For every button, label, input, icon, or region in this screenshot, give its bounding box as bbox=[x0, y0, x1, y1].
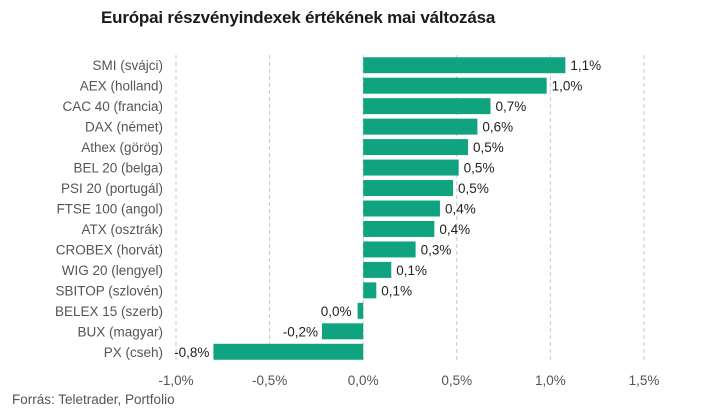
x-tick-label: -0,5% bbox=[252, 373, 287, 388]
bar bbox=[363, 98, 491, 115]
bar bbox=[363, 77, 547, 94]
bars bbox=[213, 57, 566, 360]
x-tick-label: 0,0% bbox=[348, 373, 379, 388]
category-label: DAX (német) bbox=[85, 120, 163, 135]
category-label: WIG 20 (lengyel) bbox=[62, 263, 163, 278]
value-label: -0,8% bbox=[174, 345, 209, 360]
category-label: PSI 20 (portugál) bbox=[61, 181, 163, 196]
bar bbox=[363, 282, 377, 299]
value-label: 0,5% bbox=[464, 161, 495, 176]
category-label: ATX (osztrák) bbox=[81, 222, 163, 237]
x-tick-label: 1,0% bbox=[535, 373, 566, 388]
bar bbox=[322, 323, 364, 340]
bar bbox=[363, 159, 459, 176]
value-label: 0,3% bbox=[421, 242, 452, 257]
category-label: CAC 40 (francia) bbox=[62, 99, 163, 114]
value-label: 0,5% bbox=[473, 140, 504, 155]
category-label: FTSE 100 (angol) bbox=[56, 202, 163, 217]
category-label: SMI (svájci) bbox=[93, 58, 164, 73]
x-tick-label: 1,5% bbox=[629, 373, 660, 388]
bar bbox=[363, 57, 566, 74]
x-tick-label: -1,0% bbox=[158, 373, 193, 388]
bar bbox=[363, 241, 416, 258]
category-label: Athex (görög) bbox=[81, 140, 163, 155]
bar bbox=[363, 118, 478, 135]
value-label: 0,1% bbox=[396, 263, 427, 278]
bar bbox=[363, 200, 440, 217]
category-label: BELEX 15 (szerb) bbox=[55, 304, 163, 319]
value-label: 0,4% bbox=[439, 222, 470, 237]
category-label: CROBEX (horvát) bbox=[56, 242, 163, 257]
value-label: 0,5% bbox=[458, 181, 489, 196]
bar bbox=[363, 220, 435, 237]
value-labels: 1,1% 1,0% 0,7% 0,6% 0,5% 0,5% 0,5% 0,4% 0,4% 0,3%… bbox=[174, 58, 601, 360]
category-label: BUX (magyar) bbox=[77, 324, 163, 339]
value-label: -0,2% bbox=[283, 324, 318, 339]
value-label: 0,0% bbox=[321, 304, 352, 319]
x-axis-tick-labels: -1,0% -0,5% 0,0% 0,5% 1,0% 1,5% bbox=[158, 373, 659, 388]
chart-title: Európai részvényindexek értékének mai vá… bbox=[101, 8, 496, 27]
bar bbox=[213, 343, 364, 360]
bar bbox=[363, 139, 469, 156]
bar bbox=[363, 261, 392, 278]
value-label: 0,4% bbox=[445, 202, 476, 217]
source-note: Forrás: Teletrader, Portfolio bbox=[12, 392, 175, 407]
category-label: PX (cseh) bbox=[104, 345, 163, 360]
category-label: BEL 20 (belga) bbox=[73, 161, 163, 176]
x-tick-label: 0,5% bbox=[441, 373, 472, 388]
category-label: AEX (holland) bbox=[80, 79, 163, 94]
value-label: 0,6% bbox=[482, 120, 513, 135]
bar bbox=[363, 180, 454, 197]
value-label: 0,7% bbox=[495, 99, 526, 114]
category-labels: SMI (svájci) AEX (holland) CAC 40 (francia… bbox=[55, 58, 163, 360]
bar bbox=[357, 302, 364, 319]
value-label: 1,0% bbox=[552, 79, 583, 94]
value-label: 1,1% bbox=[570, 58, 601, 73]
category-label: SBITOP (szlovén) bbox=[55, 283, 163, 298]
value-label: 0,1% bbox=[381, 283, 412, 298]
